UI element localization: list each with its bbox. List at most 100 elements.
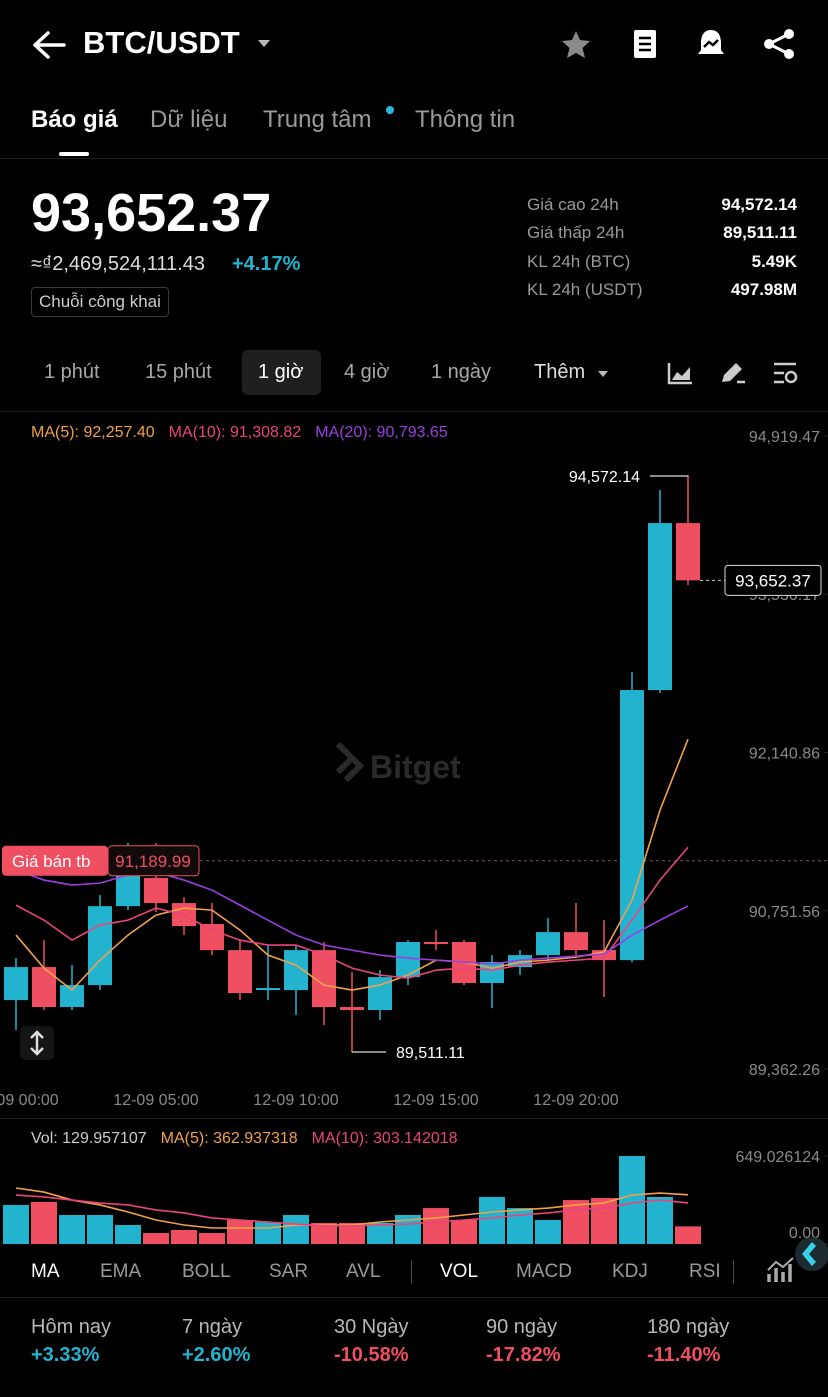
- interval[interactable]: 15 phút: [145, 361, 212, 383]
- stat-label: KL 24h (BTC): [527, 252, 631, 271]
- floating-widget[interactable]: [790, 1234, 828, 1274]
- divider: [0, 158, 828, 159]
- period-change: +2.60%: [182, 1344, 251, 1366]
- candle-body: [284, 950, 308, 991]
- interval-highlight: [242, 350, 321, 395]
- avg-sell-value: 91,189.99: [115, 852, 191, 871]
- indicator[interactable]: VOL: [440, 1261, 479, 1282]
- tab[interactable]: Trung tâm: [263, 106, 372, 133]
- draw-icon[interactable]: [719, 360, 747, 386]
- fiat-price: ≈₫2,469,524,111.43: [31, 253, 205, 275]
- volume-bar: [451, 1220, 477, 1244]
- indicator-bar: [0, 1245, 828, 1297]
- period-change: -17.82%: [486, 1344, 561, 1366]
- stat-label: Giá cao 24h: [527, 195, 619, 214]
- interval[interactable]: 1 phút: [44, 361, 100, 383]
- pair-dropdown[interactable]: [257, 39, 271, 49]
- interval[interactable]: 1 ngày: [431, 361, 492, 383]
- volume-bar: [423, 1208, 449, 1244]
- period-label: Hôm nay: [31, 1316, 112, 1338]
- candle-body: [564, 932, 588, 951]
- x-tick-label: 12-09 00:00: [0, 1092, 59, 1109]
- tab-indicator: [59, 152, 89, 156]
- scale-handle-icon: [30, 1030, 44, 1056]
- indicator[interactable]: EMA: [100, 1261, 142, 1282]
- volume-bar: [479, 1196, 505, 1244]
- indicator[interactable]: AVL: [346, 1261, 381, 1282]
- candle-body: [648, 523, 672, 691]
- ma-legend: MA(5): 92,257.40 MA(10): 91,308.82 MA(20…: [31, 424, 448, 442]
- notes-icon[interactable]: [630, 28, 660, 60]
- indicator[interactable]: MA: [31, 1261, 60, 1282]
- settings-icon[interactable]: [772, 361, 798, 385]
- candle-body: [592, 950, 616, 961]
- y-tick-label: 94,919.47: [749, 429, 820, 446]
- tab[interactable]: Dữ liệu: [150, 106, 228, 133]
- legend-value: 129.957107: [62, 1130, 147, 1147]
- candle-body: [60, 985, 84, 1008]
- period-change: -11.40%: [647, 1344, 721, 1366]
- badge-dot: [386, 106, 394, 114]
- x-tick-label: 12-09 15:00: [393, 1092, 479, 1109]
- volume-bar: [367, 1222, 393, 1244]
- chart-type-icon[interactable]: [667, 361, 693, 385]
- legend-item: MA(10): 91,308.82: [169, 424, 302, 442]
- share-icon[interactable]: [762, 28, 796, 60]
- volume-bar: [535, 1220, 561, 1244]
- period-label: 30 Ngày: [334, 1316, 409, 1338]
- favorite-icon[interactable]: [560, 29, 592, 59]
- price-change: +4.17%: [232, 253, 301, 275]
- min-label: 89,511.11: [396, 1045, 465, 1062]
- interval[interactable]: 4 giờ: [344, 361, 390, 383]
- indicator-settings-icon[interactable]: [766, 1256, 796, 1284]
- divider: [0, 1118, 828, 1119]
- tab[interactable]: Thông tin: [415, 106, 516, 133]
- candle-body: [256, 988, 280, 991]
- x-tick-label: 12-09 20:00: [533, 1092, 619, 1109]
- y-tick-label: 92,140.86: [749, 746, 820, 763]
- back-button[interactable]: [32, 30, 66, 60]
- watermark: Bitget: [370, 749, 461, 785]
- candle-body: [676, 523, 700, 581]
- legend-value: 303.142018: [373, 1130, 458, 1147]
- indicator[interactable]: SAR: [269, 1261, 309, 1282]
- pair-title[interactable]: BTC/USDT: [83, 25, 240, 60]
- period-label: 180 ngày: [647, 1316, 730, 1338]
- indicator[interactable]: KDJ: [612, 1261, 648, 1282]
- watermark-logo: [335, 741, 365, 783]
- legend-name: Vol:: [31, 1130, 58, 1147]
- stat-label: Giá thấp 24h: [527, 223, 625, 242]
- candle-body: [200, 924, 224, 951]
- volume-bar: [619, 1156, 645, 1244]
- volume-bar: [283, 1214, 309, 1244]
- legend-value: 91,308.82: [230, 424, 302, 441]
- last-price-label: 93,652.37: [735, 571, 811, 590]
- volume-bar: [199, 1233, 225, 1244]
- divider: [0, 411, 828, 412]
- candle-body: [228, 950, 252, 994]
- legend-name: MA(10):: [168, 424, 226, 441]
- x-tick-label: 12-09 05:00: [113, 1092, 199, 1109]
- period-change: -10.58%: [334, 1344, 409, 1366]
- interval-more[interactable]: Thêm: [534, 361, 586, 383]
- x-tick-label: 12-09 10:00: [253, 1092, 339, 1109]
- indicator[interactable]: BOLL: [182, 1261, 231, 1282]
- legend-item: Vol: 129.957107: [31, 1130, 147, 1148]
- volume-bar: [171, 1230, 197, 1244]
- indicator[interactable]: MACD: [516, 1261, 572, 1282]
- separator: [411, 1260, 412, 1284]
- vol-legend: Vol: 129.957107 MA(5): 362.937318 MA(10)…: [31, 1130, 458, 1148]
- tag[interactable]: Chuỗi công khai: [31, 287, 169, 317]
- volume-bar: [647, 1196, 673, 1244]
- legend-name: MA(20):: [315, 424, 373, 441]
- volume-bar: [591, 1198, 617, 1244]
- indicator[interactable]: RSI: [689, 1261, 721, 1282]
- legend-value: 362.937318: [213, 1130, 298, 1147]
- candle-body: [32, 967, 56, 1008]
- alert-icon[interactable]: [695, 27, 727, 61]
- tab[interactable]: Báo giá: [31, 106, 118, 133]
- interval[interactable]: 1 giờ: [258, 361, 304, 383]
- y-tick-label: 90,751.56: [749, 904, 820, 921]
- ma-line: [15, 738, 689, 992]
